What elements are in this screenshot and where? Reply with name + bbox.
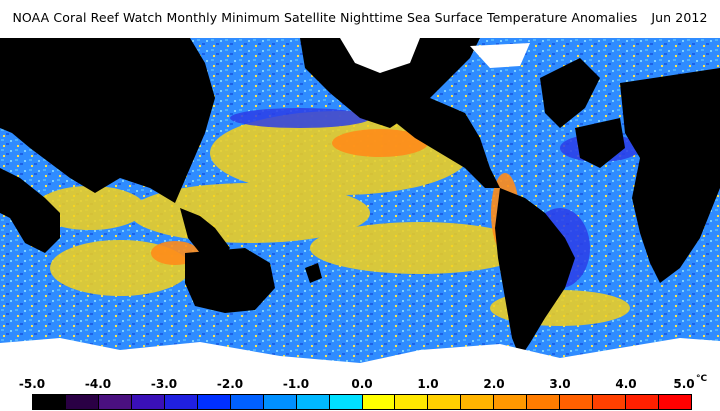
chart-title: NOAA Coral Reef Watch Monthly Minimum Sa… — [0, 10, 720, 25]
legend-color-cell — [329, 395, 363, 409]
legend-color-cell — [626, 395, 660, 409]
legend-tick: -2.0 — [216, 377, 244, 391]
legend-color-cell — [395, 395, 429, 409]
legend-tick: 5.0 — [673, 377, 695, 391]
legend-color-cell — [263, 395, 297, 409]
legend-color-cell — [527, 395, 561, 409]
title-text: NOAA Coral Reef Watch Monthly Minimum Sa… — [12, 10, 638, 25]
sea-ice — [0, 38, 720, 369]
legend-color-cell — [560, 395, 594, 409]
legend-color-cell — [296, 395, 330, 409]
sst-anomaly-map — [0, 38, 720, 369]
legend-color-cell — [131, 395, 165, 409]
legend-color-cell — [461, 395, 495, 409]
legend-color-cell — [659, 395, 692, 409]
legend-tick: -5.0 — [18, 377, 46, 391]
title-date: Jun 2012 — [651, 10, 708, 25]
legend-colorbar — [32, 394, 692, 410]
legend-tick: 0.0 — [351, 377, 373, 391]
legend-unit: °C — [696, 374, 708, 384]
legend-color-cell — [65, 395, 99, 409]
legend-color-cell — [428, 395, 462, 409]
legend-tick: -3.0 — [150, 377, 178, 391]
land-masses — [0, 38, 720, 358]
legend-tick: 3.0 — [549, 377, 571, 391]
legend-color-cell — [230, 395, 264, 409]
legend-color-cell — [593, 395, 627, 409]
legend-tick: -1.0 — [282, 377, 310, 391]
color-legend: -5.0 -4.0 -3.0 -2.0 -1.0 0.0 1.0 2.0 3.0… — [0, 372, 720, 411]
legend-tick: -4.0 — [84, 377, 112, 391]
legend-color-cell — [33, 395, 66, 409]
legend-color-cell — [197, 395, 231, 409]
legend-tick: 1.0 — [417, 377, 439, 391]
legend-tick: 4.0 — [615, 377, 637, 391]
legend-color-cell — [362, 395, 396, 409]
legend-color-cell — [164, 395, 198, 409]
legend-tick: 2.0 — [483, 377, 505, 391]
legend-color-cell — [98, 395, 132, 409]
legend-color-cell — [494, 395, 528, 409]
